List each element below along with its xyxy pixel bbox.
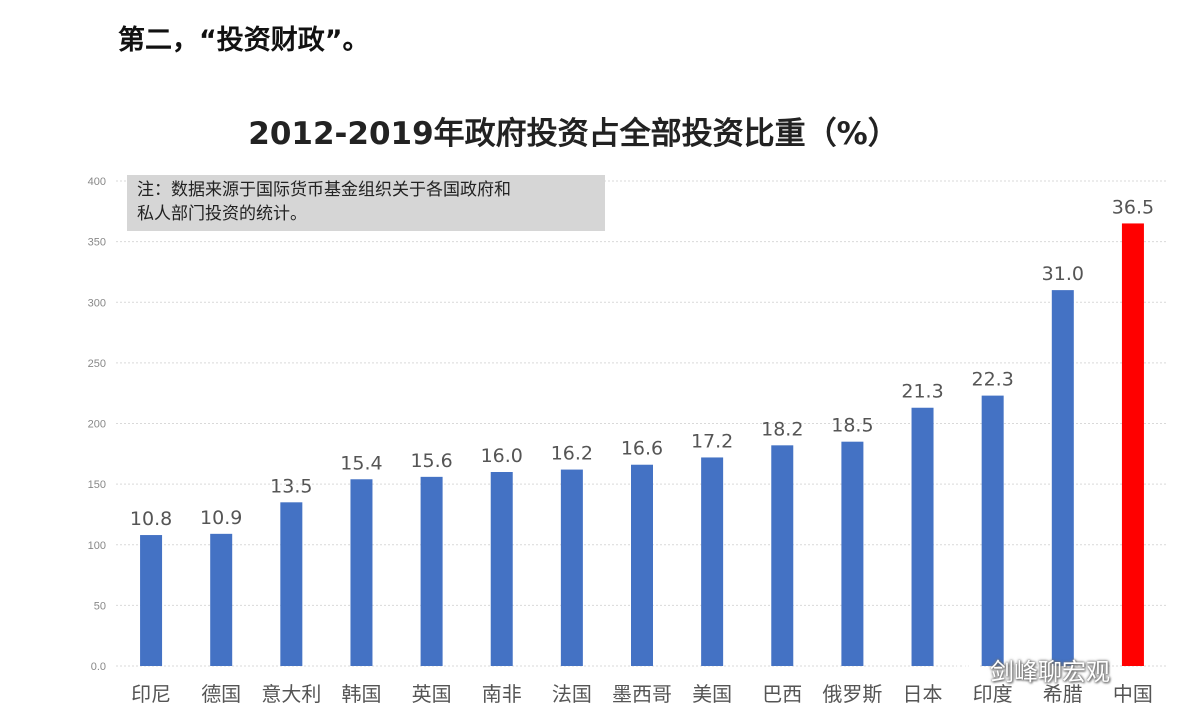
note-line-1: 注：数据来源于国际货币基金组织关于各国政府和 [137, 180, 511, 200]
bar-value-label: 17.2 [691, 430, 733, 452]
bar [210, 533, 233, 666]
category-label: 德国 [201, 682, 241, 706]
bar [911, 407, 934, 666]
watermark: 剑峰聊宏观 [956, 652, 1110, 686]
y-tick-label: 100 [88, 540, 106, 552]
y-tick-label: 0.0 [91, 661, 106, 673]
category-label: 巴西 [762, 682, 802, 706]
bar-value-label: 36.5 [1112, 196, 1154, 218]
y-tick-label: 50 [94, 600, 106, 612]
bar [771, 445, 794, 666]
chart-note: 注：数据来源于国际货币基金组织关于各国政府和 私人部门投资的统计。 [127, 175, 605, 231]
bar-value-label: 16.6 [621, 438, 663, 460]
bar-value-label: 22.3 [972, 369, 1014, 391]
y-tick-label: 400 [88, 176, 106, 188]
category-label: 希腊 [1043, 682, 1083, 706]
wechat-icon [957, 658, 984, 679]
bar [1051, 290, 1074, 666]
bar [701, 457, 724, 666]
category-label: 墨西哥 [612, 682, 672, 706]
bar-value-label: 18.2 [761, 418, 803, 440]
bar [420, 476, 443, 666]
category-label: 中国 [1113, 682, 1153, 706]
category-label: 南非 [482, 682, 522, 706]
bar [1121, 223, 1144, 666]
section-heading: 第二，“投资财政”。 [118, 25, 370, 56]
chart-title: 2012-2019年政府投资占全部投资比重（%） [248, 116, 899, 152]
bar [631, 464, 653, 666]
bar [140, 535, 163, 666]
bar-value-label: 18.5 [831, 415, 873, 437]
y-tick-label: 200 [88, 419, 106, 431]
category-label: 法国 [552, 682, 592, 706]
category-label: 英国 [412, 682, 452, 706]
category-label: 日本 [903, 682, 943, 706]
bar-value-label: 16.0 [481, 445, 523, 467]
y-tick-label: 150 [88, 479, 106, 491]
bar-value-label: 15.4 [340, 452, 382, 474]
bar-value-label: 10.9 [200, 507, 242, 529]
bar [841, 441, 864, 666]
bar-value-label: 15.6 [410, 450, 452, 472]
bar [981, 395, 1004, 666]
bar-value-label: 21.3 [901, 381, 943, 403]
bar-value-label: 13.5 [270, 475, 312, 497]
y-tick-label: 350 [88, 237, 106, 249]
bar-value-label: 31.0 [1042, 263, 1084, 285]
y-tick-label: 300 [88, 297, 106, 309]
category-label: 意大利 [261, 682, 321, 706]
watermark-text: 剑峰聊宏观 [990, 657, 1110, 686]
category-label: 韩国 [341, 682, 381, 706]
category-label: 俄罗斯 [822, 682, 882, 706]
bar [490, 472, 513, 666]
category-label: 印度 [973, 682, 1013, 706]
category-label: 美国 [692, 682, 732, 706]
note-line-2: 私人部门投资的统计。 [137, 204, 307, 224]
bar [350, 479, 373, 666]
bar [560, 469, 583, 666]
bar-value-label: 16.2 [551, 443, 593, 465]
bar [280, 502, 303, 666]
bar-value-label: 10.8 [130, 508, 172, 530]
y-tick-label: 250 [88, 358, 106, 370]
category-label: 印尼 [131, 682, 171, 706]
